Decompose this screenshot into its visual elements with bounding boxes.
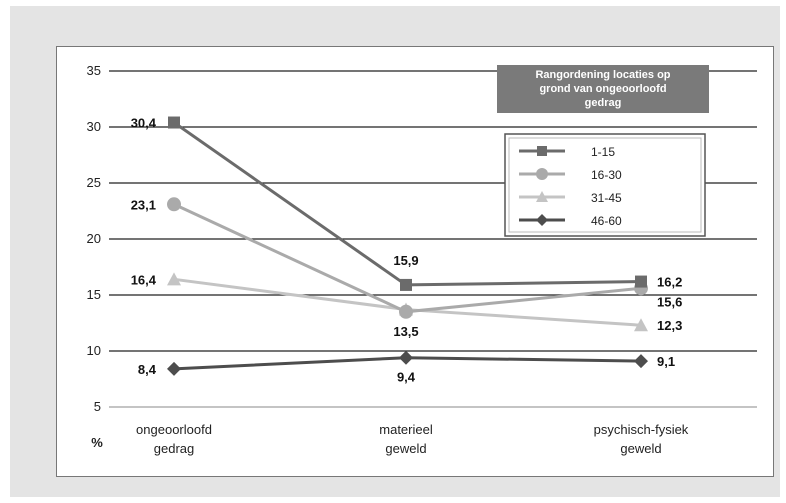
data-point-1-15 bbox=[400, 278, 412, 291]
x-category-label: materieel bbox=[379, 422, 433, 437]
legend-marker-46-60 bbox=[536, 214, 548, 226]
data-label: 12,3 bbox=[657, 318, 682, 333]
data-label: 30,4 bbox=[131, 116, 157, 131]
legend-marker-16-30 bbox=[536, 168, 548, 180]
data-label: 9,4 bbox=[397, 370, 416, 385]
y-tick-label: 15 bbox=[87, 287, 101, 302]
legend-title-text: Rangordening locaties op bbox=[535, 69, 670, 81]
data-label: 8,4 bbox=[138, 362, 157, 377]
data-point-31-45 bbox=[634, 318, 648, 332]
line-chart: 5 10 15 20 25 30 35 ongeoorloofd gedrag materieel… bbox=[87, 63, 757, 456]
data-label: 16,4 bbox=[131, 272, 157, 287]
data-point-46-60 bbox=[399, 350, 413, 365]
data-label: 23,1 bbox=[131, 197, 156, 212]
data-label: 16,2 bbox=[657, 275, 682, 290]
y-axis-label: % bbox=[91, 435, 103, 450]
data-point-16-30 bbox=[399, 304, 413, 319]
legend-label: 1-15 bbox=[591, 145, 615, 159]
data-label: 15,6 bbox=[657, 294, 682, 309]
legend-marker-31-45 bbox=[536, 191, 548, 202]
data-point-1-15 bbox=[635, 275, 647, 288]
data-point-1-15 bbox=[168, 116, 180, 129]
y-tick-label: 25 bbox=[87, 175, 101, 190]
legend-label: 16-30 bbox=[591, 168, 622, 182]
y-tick-label: 10 bbox=[87, 343, 101, 358]
legend-label: 31-45 bbox=[591, 191, 622, 205]
y-tick-label: 30 bbox=[87, 119, 101, 134]
chart-area: 5 10 15 20 25 30 35 ongeoorloofd gedrag materieel… bbox=[56, 46, 774, 477]
data-point-46-60 bbox=[634, 354, 648, 369]
y-tick-label: 5 bbox=[94, 399, 101, 414]
legend-title-text: grond van ongeoorloofd bbox=[539, 83, 666, 95]
data-point-31-45 bbox=[167, 272, 181, 286]
data-point-16-30 bbox=[167, 197, 181, 212]
x-category-label: geweld bbox=[620, 441, 661, 456]
y-tick-label: 20 bbox=[87, 231, 101, 246]
figure-frame: 5 10 15 20 25 30 35 ongeoorloofd gedrag materieel… bbox=[10, 6, 780, 497]
legend-title-box bbox=[497, 65, 709, 113]
x-category-label: ongeoorloofd bbox=[136, 422, 212, 437]
legend-marker-1-15 bbox=[537, 146, 547, 156]
legend-inner-border bbox=[508, 137, 702, 233]
legend-title-text: gedrag bbox=[585, 97, 622, 109]
legend-label: 46-60 bbox=[591, 214, 622, 228]
data-label: 9,1 bbox=[657, 354, 675, 369]
data-label: 13,5 bbox=[393, 324, 418, 339]
x-category-label: psychisch-fysiek bbox=[594, 422, 689, 437]
data-point-46-60 bbox=[167, 361, 181, 376]
data-label: 15,9 bbox=[393, 253, 418, 268]
x-category-label: geweld bbox=[385, 441, 426, 456]
x-category-label: gedrag bbox=[154, 441, 194, 456]
y-tick-label: 35 bbox=[87, 63, 101, 78]
